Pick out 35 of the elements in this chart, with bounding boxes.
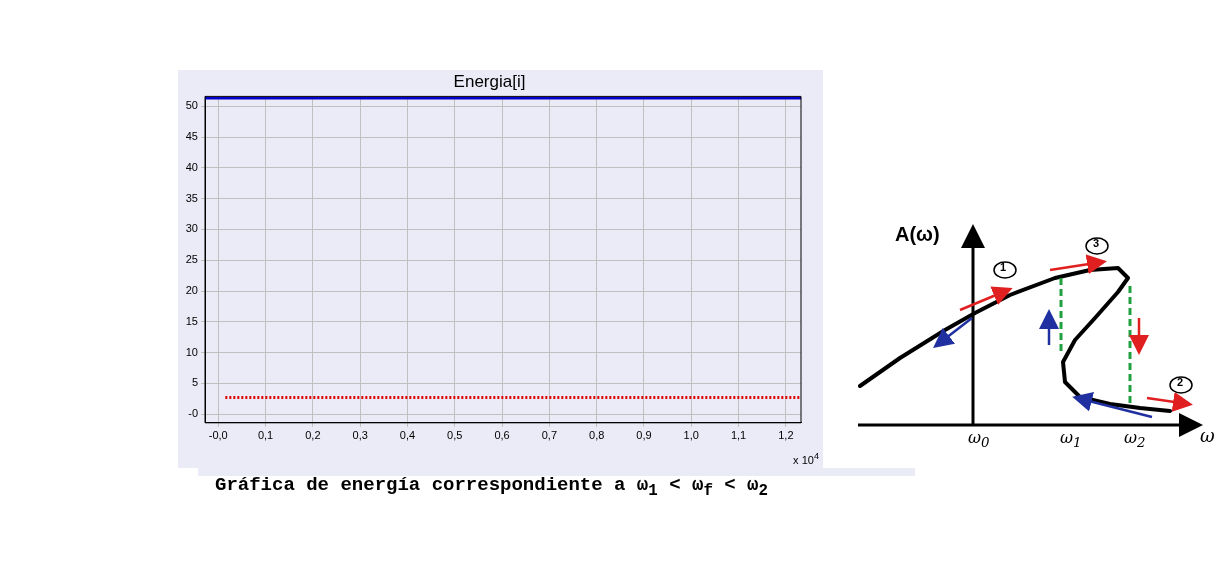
y-tick-label: 30 [185, 222, 198, 235]
text: 2 [1177, 376, 1184, 388]
text: 3 [1093, 237, 1100, 249]
y-tick-label: 20 [185, 284, 198, 297]
y-tick-label: 15 [185, 314, 198, 327]
text: ω$_{2}$ [1124, 428, 1146, 451]
text: ω$_{1}$ [1060, 428, 1082, 451]
y-tick-label: 10 [185, 345, 198, 358]
text: ω$_{0}$ [968, 428, 990, 451]
text: ω [1200, 425, 1215, 446]
text: Gráfica de energía correspondiente a ω$_{1}$ < ω$_{f}$ < ω$_{2}$ [215, 474, 768, 500]
x-tick-label: 1,1 [730, 429, 747, 442]
x-tick-label: 0,3 [352, 429, 368, 442]
y-tick-label: -0 [188, 407, 198, 420]
text: x 10$^{4}$ [793, 451, 819, 466]
x-tick-label: 0,6 [494, 429, 510, 442]
text: A(ω) [895, 223, 940, 246]
x-tick-label: 0,4 [399, 429, 416, 442]
x-tick-label: 0,7 [541, 429, 557, 442]
chart-title: Energia[i] [453, 71, 526, 91]
x-tick-label: 1,2 [778, 429, 794, 442]
x-tick-label: 0,5 [447, 429, 463, 442]
x-tick-label: 0,9 [636, 429, 652, 442]
y-tick-label: 5 [191, 376, 198, 389]
y-tick-label: 35 [185, 191, 198, 204]
x-tick-label: 0,8 [589, 429, 605, 442]
y-tick-label: 50 [185, 99, 198, 112]
y-tick-label: 25 [185, 253, 198, 266]
y-tick-label: 40 [185, 160, 198, 173]
x-tick-label: 0,2 [305, 429, 321, 442]
x-tick-label: 0,1 [257, 429, 274, 442]
x-tick-label: 1,0 [683, 429, 699, 442]
text: 1 [1000, 261, 1007, 273]
y-tick-label: 45 [185, 130, 198, 143]
x-tick-label: -0,0 [208, 429, 228, 442]
